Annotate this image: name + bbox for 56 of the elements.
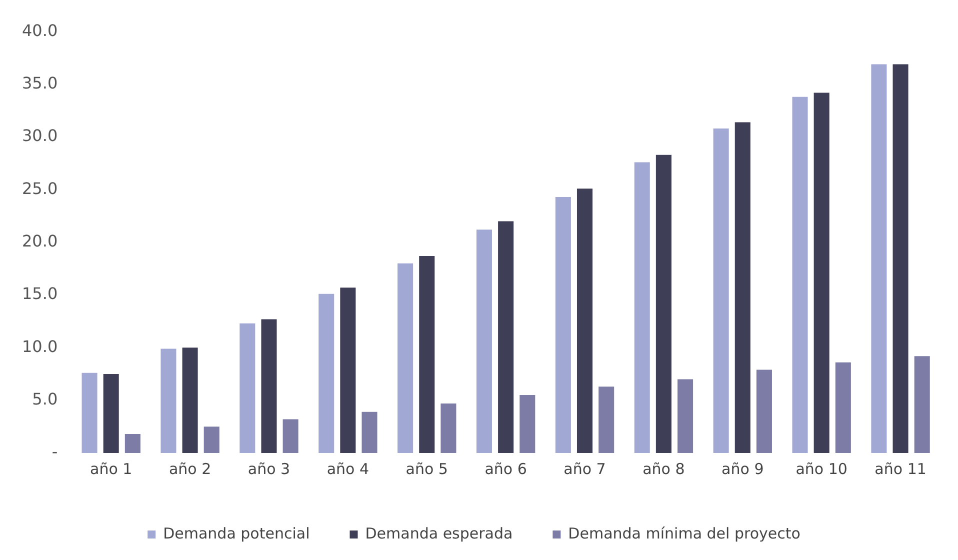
bar xyxy=(419,256,435,453)
bar xyxy=(282,419,298,453)
y-tick-label: 25.0 xyxy=(22,178,58,198)
bar xyxy=(598,386,614,453)
bar xyxy=(835,362,851,453)
bar xyxy=(398,263,414,453)
bar xyxy=(204,426,220,453)
y-tick-label: 15.0 xyxy=(22,284,58,304)
legend-label: Demanda potencial xyxy=(163,524,310,542)
bar xyxy=(520,395,536,453)
y-tick-label: 30.0 xyxy=(22,126,58,146)
bar xyxy=(792,96,808,453)
bar xyxy=(871,64,887,453)
bar xyxy=(240,323,256,453)
bar xyxy=(555,197,571,453)
bar xyxy=(340,288,356,453)
y-tick-label: 5.0 xyxy=(32,389,58,408)
x-tick-label: año 11 xyxy=(874,460,926,478)
x-tick-label: año 9 xyxy=(722,460,764,478)
bar xyxy=(103,374,119,453)
bar xyxy=(634,162,650,453)
y-tick-label: 35.0 xyxy=(22,73,58,92)
bar xyxy=(678,379,694,453)
bar xyxy=(318,294,334,453)
bar xyxy=(656,154,672,453)
y-tick-label: 40.0 xyxy=(22,20,58,40)
bar xyxy=(756,370,772,453)
x-tick-label: año 3 xyxy=(248,460,290,478)
bar xyxy=(814,92,830,453)
y-tick-label: - xyxy=(52,442,58,462)
bar xyxy=(476,230,492,453)
bar xyxy=(440,403,456,453)
x-tick-label: año 2 xyxy=(168,460,212,478)
x-tick-label: año 10 xyxy=(796,460,848,478)
bar xyxy=(261,319,277,453)
bar xyxy=(160,348,176,453)
x-tick-label: año 1 xyxy=(90,460,132,478)
legend-label: Demanda esperada xyxy=(365,524,513,542)
x-tick-label: año 7 xyxy=(564,460,606,478)
bar xyxy=(576,188,593,453)
bar xyxy=(498,221,514,453)
x-tick-label: año 5 xyxy=(406,460,448,478)
y-tick-label: 10.0 xyxy=(22,336,58,356)
x-tick-label: año 4 xyxy=(326,460,370,478)
bar xyxy=(914,356,930,453)
bar xyxy=(892,64,908,453)
x-tick-label: año 6 xyxy=(484,460,527,478)
bar xyxy=(124,434,140,453)
bar xyxy=(182,348,198,453)
bar xyxy=(713,128,729,453)
legend-label: Demanda mínima del proyecto xyxy=(568,524,800,542)
bar xyxy=(82,372,98,453)
y-tick-label: 20.0 xyxy=(22,231,58,250)
bar xyxy=(362,412,378,453)
bar xyxy=(734,122,750,453)
x-tick-label: año 8 xyxy=(642,460,685,478)
